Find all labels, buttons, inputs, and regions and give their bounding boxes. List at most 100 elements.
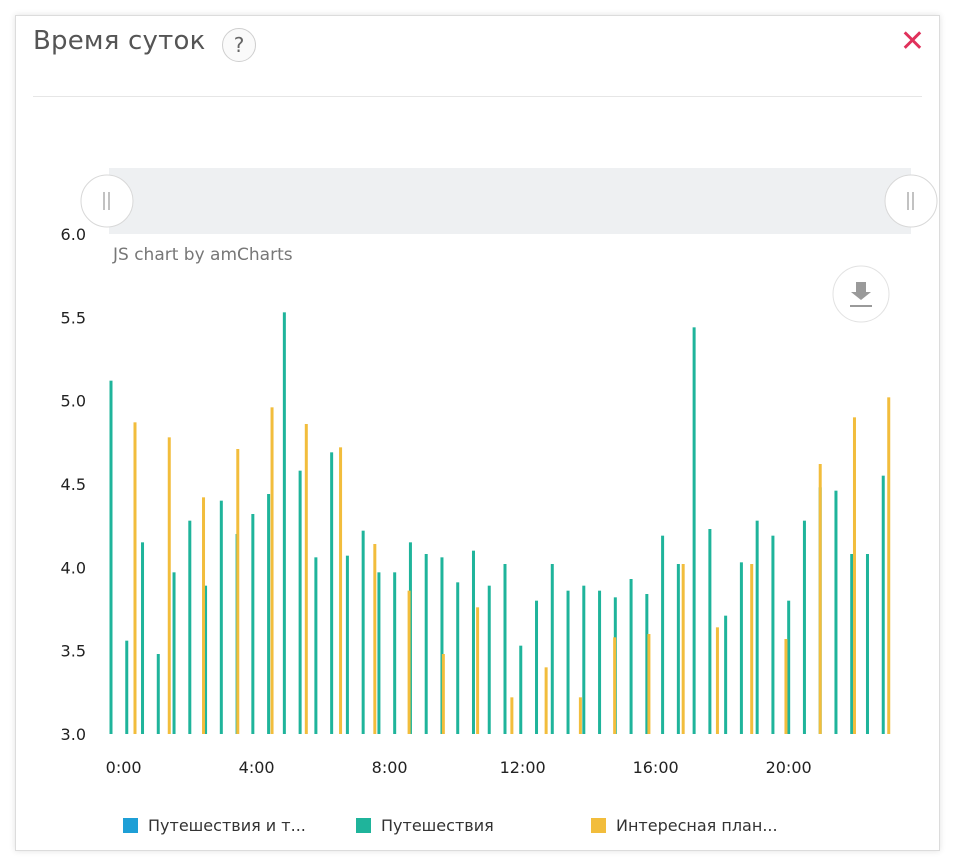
y-tick-label: 3.5 [61, 642, 86, 661]
bar[interactable] [519, 645, 523, 734]
header-divider [33, 96, 922, 97]
bar[interactable] [125, 640, 129, 734]
y-tick-label: 3.0 [61, 725, 86, 744]
bar[interactable] [787, 600, 791, 734]
bar[interactable] [715, 627, 719, 734]
x-axis: 0:00 4:00 8:00 12:00 16:00 20:00 [106, 758, 812, 777]
scrollbar-left-grip[interactable] [80, 174, 134, 228]
legend-label-3: Интересная план... [616, 816, 778, 835]
bar[interactable] [802, 520, 806, 734]
x-tick-label: 4:00 [239, 758, 275, 777]
bar[interactable] [613, 637, 617, 734]
bar[interactable] [784, 639, 788, 734]
bar[interactable] [204, 585, 208, 734]
bar[interactable] [708, 529, 712, 734]
bar[interactable] [645, 594, 649, 734]
bar[interactable] [850, 554, 854, 734]
legend-swatch-3 [591, 818, 606, 833]
bar[interactable] [219, 500, 223, 734]
scrollbar-right-grip[interactable] [884, 174, 938, 228]
bar[interactable] [441, 654, 445, 734]
bar[interactable] [647, 634, 651, 734]
y-tick-label: 5.5 [61, 308, 86, 327]
bar[interactable] [373, 544, 377, 734]
bar[interactable] [881, 475, 885, 734]
help-button[interactable]: ? [222, 28, 256, 62]
y-tick-label: 6.0 [61, 225, 86, 244]
legend-swatch-2 [356, 818, 371, 833]
bar[interactable] [629, 579, 633, 734]
bar[interactable] [298, 470, 302, 734]
bar[interactable] [393, 572, 397, 734]
legend-item-2[interactable]: Путешествия [356, 816, 494, 835]
bar[interactable] [681, 564, 685, 734]
download-icon [851, 282, 871, 300]
bar[interactable] [661, 535, 665, 734]
bar[interactable] [156, 654, 160, 734]
bar[interactable] [236, 449, 240, 734]
bar[interactable] [440, 557, 444, 734]
legend-item-3[interactable]: Интересная план... [591, 816, 778, 835]
bar[interactable] [865, 554, 869, 734]
bar[interactable] [471, 550, 475, 734]
bar[interactable] [566, 590, 570, 734]
bar[interactable] [535, 600, 539, 734]
bar[interactable] [345, 555, 349, 734]
bar[interactable] [487, 585, 491, 734]
bar[interactable] [834, 490, 838, 734]
bar[interactable] [424, 554, 428, 734]
x-tick-label: 20:00 [766, 758, 812, 777]
y-tick-label: 4.0 [61, 558, 86, 577]
bar[interactable] [544, 667, 548, 734]
bar[interactable] [270, 407, 274, 734]
bar[interactable] [330, 452, 334, 734]
bar[interactable] [510, 697, 514, 734]
bar[interactable] [852, 417, 856, 734]
bar[interactable] [692, 327, 696, 734]
bar[interactable] [282, 312, 286, 734]
bar[interactable] [456, 582, 460, 734]
bar[interactable] [304, 424, 308, 734]
bar[interactable] [133, 422, 137, 734]
bar[interactable] [750, 564, 754, 734]
legend-label-1: Путешествия и т... [148, 816, 306, 835]
bar[interactable] [267, 494, 271, 734]
bar[interactable] [755, 520, 759, 734]
bar[interactable] [676, 564, 680, 734]
bar[interactable] [407, 590, 411, 734]
time-of-day-chart: JS chart by amCharts 3.0 3.5 4.0 4.5 5.0 5.5 6… [61, 168, 938, 777]
bar[interactable] [188, 520, 192, 734]
bar[interactable] [172, 572, 176, 734]
y-tick-label: 5.0 [61, 392, 86, 411]
bar[interactable] [251, 514, 255, 734]
bar[interactable] [887, 397, 891, 734]
scrollbar-track[interactable] [109, 168, 911, 234]
legend-swatch-1 [123, 818, 138, 833]
bar[interactable] [739, 562, 743, 734]
amcharts-credit[interactable]: JS chart by amCharts [112, 245, 293, 265]
bar[interactable] [818, 464, 822, 734]
bar[interactable] [503, 564, 507, 734]
x-tick-label: 0:00 [106, 758, 142, 777]
bar[interactable] [771, 535, 775, 734]
bar[interactable] [724, 615, 728, 734]
bar[interactable] [582, 585, 586, 734]
bar[interactable] [550, 564, 554, 734]
export-button[interactable] [832, 265, 890, 323]
bar[interactable] [598, 590, 602, 734]
bar[interactable] [476, 607, 480, 734]
bar[interactable] [339, 447, 343, 734]
bar[interactable] [377, 572, 381, 734]
time-of-day-panel: Время суток ? ✕ JS chart by amCharts 3.0… [15, 15, 940, 851]
x-tick-label: 8:00 [372, 758, 408, 777]
bar[interactable] [109, 380, 113, 734]
x-tick-label: 12:00 [500, 758, 546, 777]
legend-item-1[interactable]: Путешествия и т... [123, 816, 306, 835]
close-icon[interactable]: ✕ [899, 24, 925, 59]
bar[interactable] [361, 530, 365, 734]
bar[interactable] [167, 437, 171, 734]
bar[interactable] [202, 497, 206, 734]
bar[interactable] [141, 542, 145, 734]
bar[interactable] [314, 557, 318, 734]
bar[interactable] [578, 697, 582, 734]
